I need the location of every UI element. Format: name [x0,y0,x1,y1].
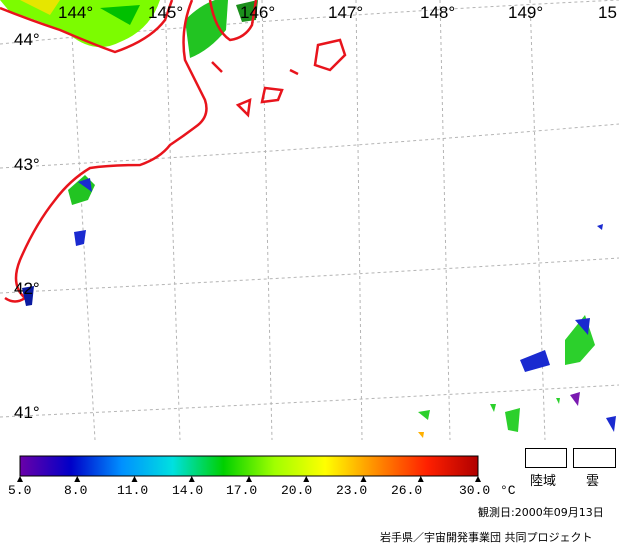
scale-tick [475,476,481,482]
lon-label: 146° [240,3,275,22]
project-credit: 岩手県／宇宙開発事業団 共同プロジェクト [380,531,593,544]
scale-tick [188,476,195,482]
scale-tick-label: 8.0 [64,483,87,498]
lon-label: 148° [420,3,455,22]
scale-tick-label: 11.0 [117,483,148,498]
scale-tick-label: 23.0 [336,483,367,498]
lon-label: 144° [58,3,93,22]
temperature-scale: 5.0 8.0 11.0 14.0 17.0 20.0 23.0 26.0 30… [8,455,516,498]
scale-tick-label: 26.0 [391,483,422,498]
latitude-labels: 44° 43° 42° 41° [14,30,40,422]
scale-tick [131,476,138,482]
map-area: 144° 145° 146° 147° 148° 149° 15 44° 43°… [0,0,619,440]
lon-label: 15 [598,3,617,22]
longitude-labels: 144° 145° 146° 147° 148° 149° 15 [58,3,617,22]
cloud-legend-swatch [573,448,616,468]
lat-label: 42° [14,279,40,298]
scale-tick-labels: 5.0 8.0 11.0 14.0 17.0 20.0 23.0 26.0 30… [8,483,516,498]
scale-tick [74,476,81,482]
lat-label: 44° [14,30,40,49]
lat-label: 41° [14,403,40,422]
land-mass [0,0,258,58]
cloud-patches [22,175,616,438]
land-legend-label: 陸域 [530,474,557,489]
scale-tick-label: 17.0 [226,483,257,498]
graticule [0,0,619,440]
coastline [0,0,347,303]
scale-tick-label: 20.0 [281,483,312,498]
scale-tick [246,476,252,482]
scale-tick-label: 5.0 [8,483,31,498]
lon-label: 147° [328,3,363,22]
scale-tick [303,476,310,482]
scale-tick-label: 14.0 [172,483,203,498]
scale-tick [17,476,23,482]
lon-label: 149° [508,3,543,22]
land-legend-swatch [525,448,567,468]
scale-unit: °C [500,483,516,498]
lon-label: 145° [148,3,183,22]
scale-tick [417,476,424,482]
cloud-legend-label: 雲 [586,474,600,489]
scale-ticks [17,476,481,482]
scale-tick-label: 30.0 [459,483,490,498]
scale-tick [360,476,367,482]
lat-label: 43° [14,155,40,174]
color-bar [19,455,479,477]
observation-date: 観測日:2000年09月13日 [478,506,604,519]
